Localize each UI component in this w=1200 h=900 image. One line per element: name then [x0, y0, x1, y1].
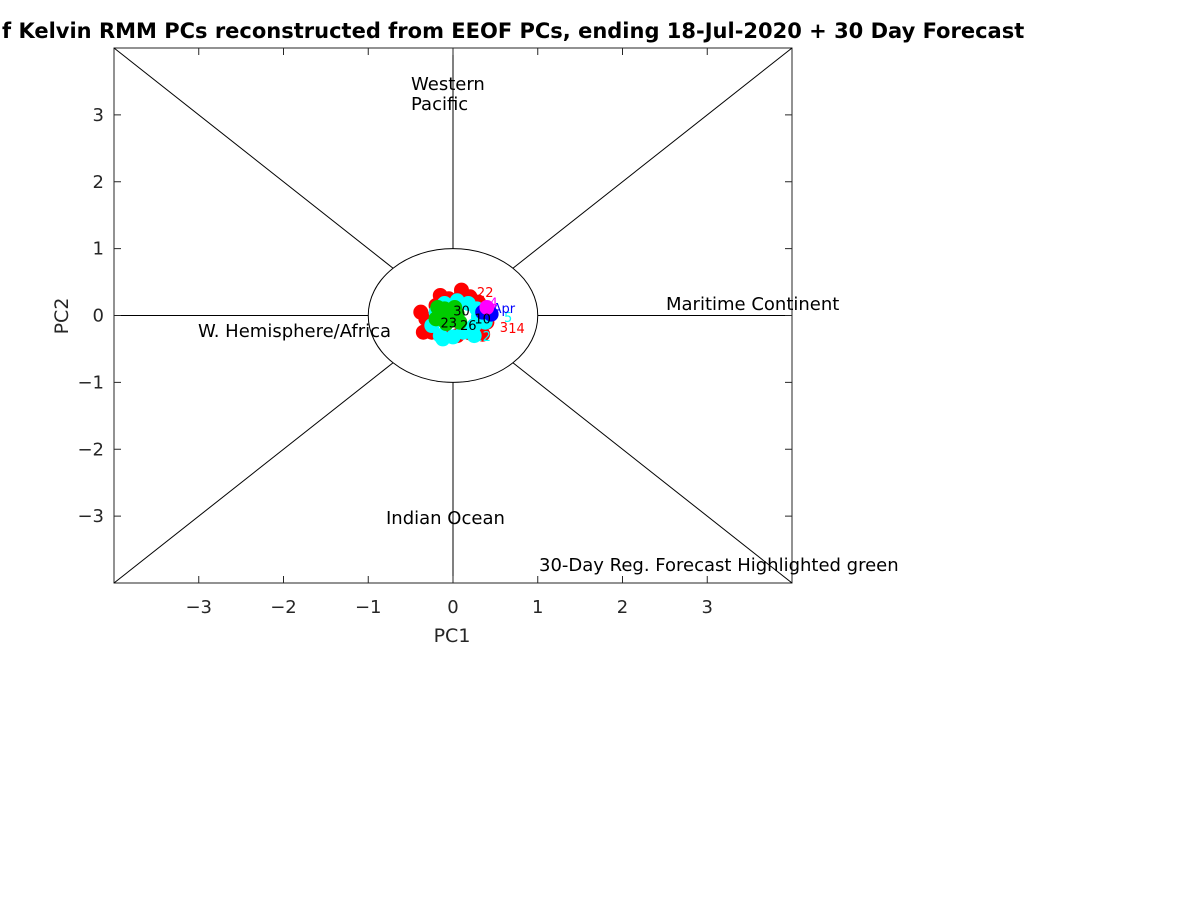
data-point	[452, 314, 468, 330]
x-tick-label: −2	[270, 597, 297, 618]
region-label-western-pacific-line2: Pacific	[411, 94, 468, 115]
phase-line	[512, 362, 793, 584]
unit-circle	[367, 248, 539, 383]
phase-line	[113, 362, 394, 584]
data-point	[430, 299, 446, 315]
region-label-maritime-continent: Maritime Continent	[666, 294, 839, 315]
phase-line	[113, 47, 394, 269]
y-tick-label: 2	[93, 172, 104, 193]
data-point	[447, 299, 463, 315]
y-tick-label: −3	[77, 506, 104, 527]
day-label: 12	[474, 330, 491, 345]
x-axis-label: PC1	[434, 625, 471, 647]
day-label: Apr	[493, 302, 516, 317]
region-label-western-pacific-line1: Western	[411, 74, 485, 95]
x-tick-label: 0	[447, 597, 458, 618]
day-label: 4	[490, 296, 498, 311]
y-tick-label: 0	[93, 306, 104, 327]
y-tick-label: 1	[93, 239, 104, 260]
x-tick-label: −1	[355, 597, 382, 618]
day-label: 8	[449, 333, 457, 348]
day-label: 3	[500, 321, 508, 336]
day-label: 23	[440, 317, 457, 332]
y-tick-label: −1	[77, 372, 104, 393]
data-point	[413, 304, 429, 320]
forecast-note: 30-Day Reg. Forecast Highlighted green	[539, 555, 899, 576]
day-label: 5	[504, 311, 512, 326]
day-label: 14	[508, 322, 525, 337]
phase-line	[512, 47, 793, 269]
day-label: 30	[453, 305, 470, 320]
day-label: 26	[460, 319, 477, 334]
x-tick-label: 1	[532, 597, 543, 618]
y-axis-label: PC2	[51, 298, 73, 335]
plot-area: −3 −2 −1 0 1 2 3−3−2−1012322143128526233010Apr…	[77, 47, 793, 618]
data-point	[479, 299, 495, 315]
x-tick-label: −3	[185, 597, 212, 618]
x-tick-label: 2	[617, 597, 628, 618]
y-tick-label: −2	[77, 439, 104, 460]
data-point	[466, 328, 482, 344]
region-label-indian-ocean: Indian Ocean	[386, 508, 505, 529]
day-label: 22	[477, 286, 494, 301]
data-point	[432, 328, 448, 344]
x-tick-label: 3	[702, 597, 713, 618]
chart-title: f Kelvin RMM PCs reconstructed from EEOF…	[2, 19, 1024, 43]
region-label-w-hemisphere-africa: W. Hemisphere/Africa	[198, 321, 391, 342]
y-tick-label: 3	[93, 105, 104, 126]
day-label: 10	[474, 313, 491, 328]
